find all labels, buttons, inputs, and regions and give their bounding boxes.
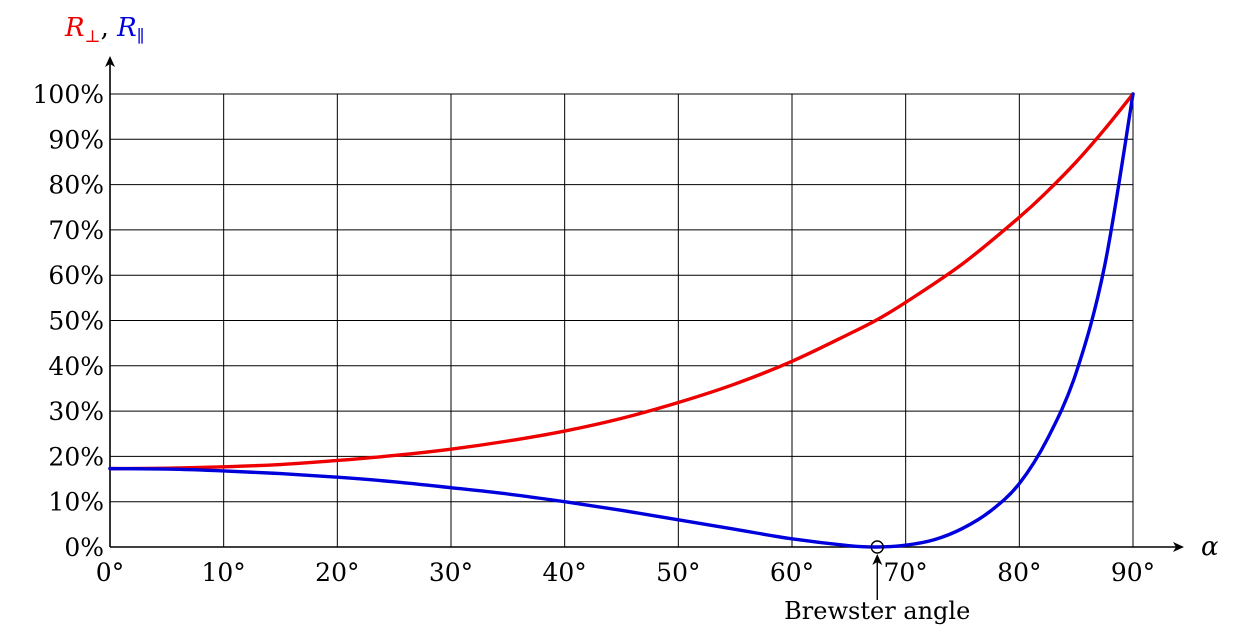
y-tick-label: 30%: [48, 397, 104, 426]
axes: [105, 56, 1184, 552]
series: [108, 92, 1135, 549]
y-tick-label: 100%: [33, 80, 104, 109]
grid: [110, 93, 1134, 547]
x-tick-label: 60°: [770, 558, 814, 587]
x-tick-label: 20°: [315, 558, 359, 587]
series-line-r-parallel: [108, 92, 1135, 549]
brewster-angle-marker: [870, 540, 884, 554]
tick-labels: 0° 10° 20° 30° 40° 50° 60° 70° 80° 90° 0% 10% 20% 30%…: [33, 80, 1156, 587]
annotations: Brewster angle: [784, 540, 970, 625]
y-label-subscript: ⊥: [85, 27, 101, 47]
y-label-separator: ,: [101, 13, 118, 43]
y-label-symbol: R: [116, 13, 137, 43]
x-tick-label: 0°: [96, 558, 124, 587]
x-tick-label: 70°: [884, 558, 928, 587]
y-label-subscript: ∥: [137, 27, 145, 47]
brewster-angle-label: Brewster angle: [784, 597, 970, 625]
x-tick-label: 40°: [543, 558, 587, 587]
y-tick-label: 70%: [48, 216, 104, 245]
y-tick-label: 50%: [48, 307, 104, 336]
x-axis-label: α: [1201, 532, 1219, 562]
x-tick-label: 30°: [429, 558, 473, 587]
x-tick-label: 50°: [656, 558, 700, 587]
x-tick-label: 80°: [997, 558, 1041, 587]
series-line-r-perpendicular: [108, 92, 1135, 471]
y-tick-label: 60%: [48, 261, 104, 290]
y-label-symbol: R: [64, 13, 85, 43]
x-tick-label: 10°: [202, 558, 246, 587]
y-tick-label: 80%: [48, 171, 104, 200]
y-tick-label: 40%: [48, 352, 104, 381]
x-tick-label: 90°: [1111, 558, 1155, 587]
y-tick-label: 20%: [48, 442, 104, 471]
y-tick-label: 0%: [64, 533, 104, 562]
y-tick-label: 90%: [48, 125, 104, 154]
y-tick-label: 10%: [48, 488, 104, 517]
y-axis-label: R⊥, R∥: [64, 13, 145, 47]
